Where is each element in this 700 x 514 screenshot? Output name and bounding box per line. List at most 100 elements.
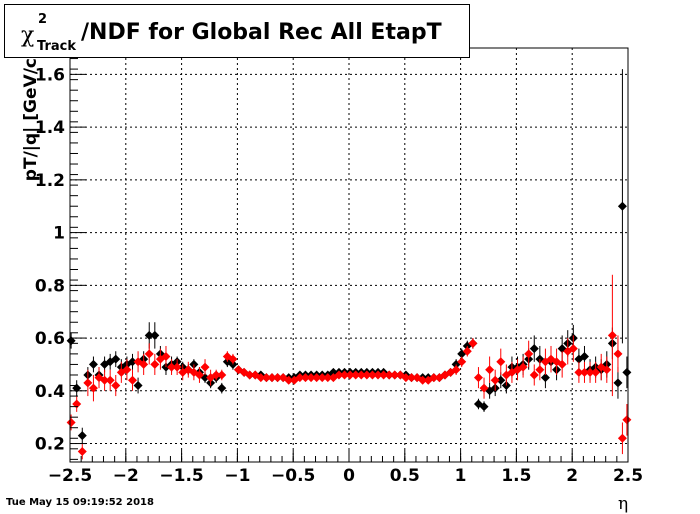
- title-box: χ 2 Track /NDF for Global Rec All EtapT: [4, 4, 470, 58]
- data-point: [340, 370, 350, 380]
- grid-layer: [69, 48, 629, 462]
- data-point: [127, 375, 137, 385]
- data-point: [490, 375, 500, 385]
- data-point: [144, 330, 154, 340]
- series-1: [66, 69, 632, 444]
- data-point: [273, 373, 283, 383]
- title-subscript: Track: [37, 39, 76, 54]
- data-point: [607, 330, 617, 340]
- data-point: [88, 359, 98, 369]
- data-point: [529, 344, 539, 354]
- data-point: [617, 201, 627, 211]
- data-point: [429, 373, 439, 383]
- data-point: [345, 370, 355, 380]
- data-point: [284, 375, 294, 385]
- data-point: [66, 417, 76, 427]
- data-point: [418, 375, 428, 385]
- data-point: [312, 373, 322, 383]
- data-point: [317, 373, 327, 383]
- data-point: [200, 362, 210, 372]
- data-point: [602, 365, 612, 375]
- x-tick-label: −2.5: [48, 466, 92, 486]
- data-point: [574, 367, 584, 377]
- data-point: [194, 370, 204, 380]
- data-point: [122, 365, 132, 375]
- data-point: [568, 344, 578, 354]
- x-tick-label: −1: [224, 466, 250, 486]
- title-superscript: 2: [38, 12, 48, 27]
- data-point: [622, 367, 632, 377]
- data-point: [72, 399, 82, 409]
- x-tick-label: −2: [113, 466, 139, 486]
- data-point: [390, 370, 400, 380]
- data-point: [83, 378, 93, 388]
- data-point: [105, 375, 115, 385]
- data-point: [585, 367, 595, 377]
- y-tick-label: 0.2: [35, 435, 65, 455]
- data-point: [167, 362, 177, 372]
- data-point: [139, 359, 149, 369]
- x-tick-label: 1.5: [501, 466, 531, 486]
- data-point: [401, 373, 411, 383]
- y-axis-label: pT/|q| [GeV/c: [21, 58, 41, 181]
- data-point: [334, 370, 344, 380]
- data-point: [557, 359, 567, 369]
- x-tick-label: 0: [343, 466, 355, 486]
- data-point: [613, 349, 623, 359]
- x-tick-label: 2.5: [613, 466, 643, 486]
- tick-layer: −2.5 −2 −1.5 −1 −0.5 0 0.5 1 1.5 2 2.5 0.2 0.4 0.6 0.8…: [35, 47, 643, 486]
- timestamp: Tue May 15 09:19:52 2018: [6, 497, 154, 508]
- data-point: [535, 365, 545, 375]
- data-point: [462, 346, 472, 356]
- data-point: [524, 349, 534, 359]
- data-point: [384, 370, 394, 380]
- data-point: [111, 354, 121, 364]
- data-point: [473, 373, 483, 383]
- data-point: [245, 370, 255, 380]
- series-2: [66, 274, 632, 460]
- x-tick-label: −0.5: [271, 466, 315, 486]
- data-point: [468, 338, 478, 348]
- y-tick-label: 1.6: [35, 65, 65, 85]
- x-tick-label: 1: [455, 466, 467, 486]
- y-tick-label: 0.6: [35, 329, 65, 349]
- data-point: [362, 370, 372, 380]
- data-point: [267, 373, 277, 383]
- data-point: [133, 381, 143, 391]
- data-point: [161, 352, 171, 362]
- data-point: [323, 373, 333, 383]
- data-point: [127, 357, 137, 367]
- data-point: [300, 373, 310, 383]
- data-point: [88, 383, 98, 393]
- y-tick-label: 1: [53, 224, 65, 244]
- data-point: [591, 367, 601, 377]
- x-tick-label: −1.5: [159, 466, 203, 486]
- data-point: [77, 431, 87, 441]
- data-point: [367, 370, 377, 380]
- data-point: [172, 362, 182, 372]
- data-point: [211, 370, 221, 380]
- data-point: [256, 373, 266, 383]
- data-point: [150, 330, 160, 340]
- data-point: [579, 367, 589, 377]
- data-point: [111, 381, 121, 391]
- data-point: [579, 352, 589, 362]
- y-tick-label: 1.4: [35, 118, 65, 138]
- data-point: [406, 373, 416, 383]
- data-point: [496, 375, 506, 385]
- data-point: [261, 373, 271, 383]
- data-point: [479, 383, 489, 393]
- data-point: [617, 433, 627, 443]
- data-point: [451, 365, 461, 375]
- y-tick-label: 1.2: [35, 171, 65, 191]
- title-chi-symbol: χ: [21, 23, 35, 48]
- title-text: /NDF for Global Rec All EtapT: [81, 20, 442, 45]
- data-point: [613, 378, 623, 388]
- data-point: [379, 370, 389, 380]
- data-point: [144, 349, 154, 359]
- data-point: [479, 402, 489, 412]
- data-point: [77, 446, 87, 456]
- series-layer: [66, 69, 632, 460]
- data-point: [217, 370, 227, 380]
- data-point: [66, 336, 76, 346]
